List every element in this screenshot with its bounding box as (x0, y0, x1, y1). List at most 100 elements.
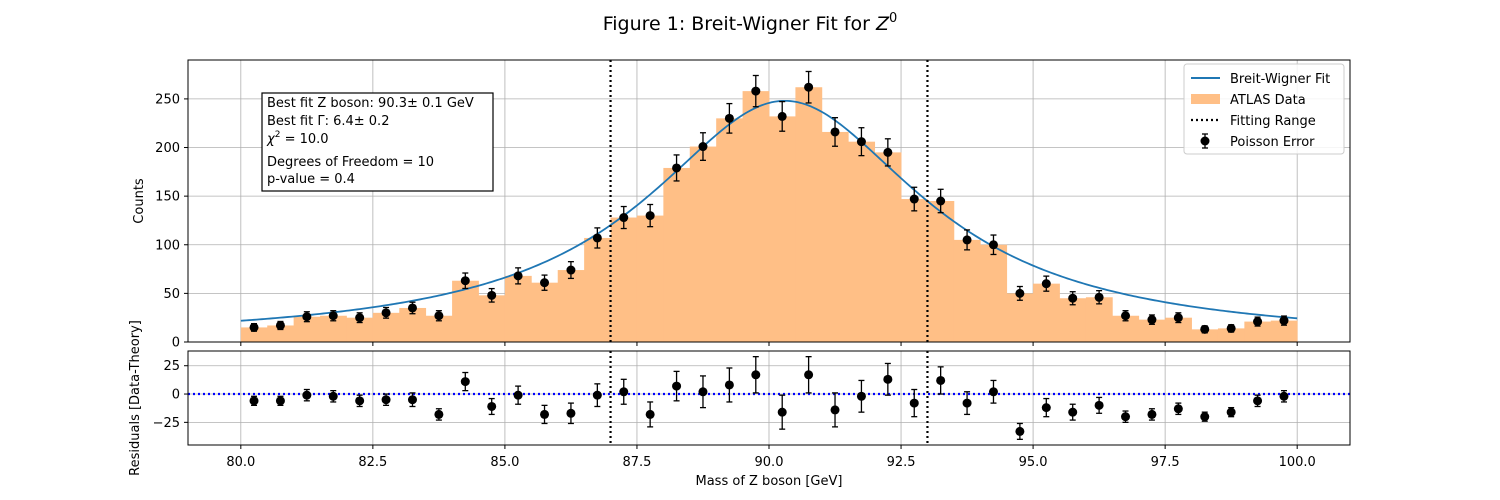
poisson-error-point (830, 117, 840, 147)
histogram-bar (504, 275, 532, 342)
residual-point (856, 379, 866, 413)
data-point (988, 240, 998, 250)
residual-point (724, 367, 734, 403)
histogram-bar (1244, 321, 1272, 342)
poisson-error-point (1121, 310, 1131, 322)
residual-dot (883, 374, 893, 384)
main-y-axis-label: Counts (132, 178, 147, 224)
residual-dot (1253, 396, 1263, 406)
histogram-bar (240, 327, 268, 342)
residual-dot (645, 409, 655, 419)
residual-point (1015, 422, 1025, 440)
legend-range-label: Fitting Range (1230, 114, 1316, 129)
residual-point (1094, 396, 1104, 414)
legend-error-swatch-dot (1200, 136, 1210, 146)
residual-point (962, 391, 972, 416)
data-point (381, 308, 391, 318)
data-point (883, 147, 893, 157)
residual-point (645, 401, 655, 428)
data-point (672, 163, 682, 173)
residual-dot (249, 396, 259, 406)
poisson-error-points (249, 70, 1289, 334)
residual-dot (275, 396, 285, 406)
histogram-bar (848, 141, 876, 342)
annotation-frame (261, 92, 494, 192)
data-point (1226, 323, 1236, 333)
legend-frame (1183, 63, 1345, 155)
residual-dot (1173, 404, 1183, 414)
x-tick-label: 85.0 (490, 455, 519, 470)
residual-points (249, 356, 1289, 440)
histogram-bar (1270, 320, 1298, 342)
residual-point (1147, 408, 1157, 421)
poisson-error-point (724, 102, 734, 134)
residual-point (460, 371, 470, 392)
residual-point (988, 379, 998, 404)
histogram-bar (927, 201, 955, 342)
poisson-error-point (856, 127, 866, 157)
residual-point (566, 402, 576, 425)
residual-point (909, 388, 919, 418)
poisson-error-point (1094, 290, 1104, 305)
residual-point (830, 392, 840, 428)
residual-dot (962, 398, 972, 408)
main-y-tick-label: 150 (155, 190, 180, 205)
poisson-error-point (988, 234, 998, 256)
main-y-tick-label: 200 (155, 141, 180, 156)
poisson-error-point (249, 322, 259, 332)
poisson-error-point (460, 272, 470, 290)
data-point (1173, 313, 1183, 323)
annotation-line-dof: Degrees of Freedom = 10 (267, 155, 434, 170)
residual-point (698, 375, 708, 409)
poisson-error-point (777, 100, 787, 132)
x-axis-label: Mass of Z boson [GeV] (696, 474, 843, 489)
data-point (936, 196, 946, 206)
residual-point (249, 395, 259, 407)
residual-point (672, 370, 682, 402)
residual-dot (1068, 407, 1078, 417)
data-point (407, 303, 417, 313)
residual-dot (619, 387, 629, 397)
poisson-error-point (275, 320, 285, 331)
data-point (302, 312, 312, 322)
histogram-bar (584, 237, 611, 342)
residual-dot (1200, 412, 1210, 422)
residual-point (1121, 410, 1131, 423)
residual-point (936, 366, 946, 395)
histogram-bar (901, 199, 928, 342)
residual-dot (540, 409, 550, 419)
residual-dot (936, 375, 946, 385)
histogram-bar (953, 239, 981, 342)
figure-title: Figure 1: Breit-Wigner Fit for Z0 (603, 11, 898, 35)
poisson-error-point (804, 70, 814, 104)
residual-point (1226, 406, 1236, 418)
histogram-bar (636, 215, 664, 342)
poisson-error-point (1200, 324, 1210, 334)
residual-y-tick-label: 0 (172, 388, 180, 403)
data-point (275, 320, 285, 330)
breit-wigner-fit-line (240, 99, 1298, 322)
residual-dot (1279, 391, 1289, 401)
histogram-bar (478, 295, 506, 342)
x-tick-label: 80.0 (226, 455, 255, 470)
histogram-bar (1138, 319, 1166, 342)
residual-point (777, 394, 787, 430)
x-tick-label: 95.0 (1019, 455, 1048, 470)
poisson-error-point (962, 229, 972, 251)
poisson-error-point (1068, 291, 1078, 306)
residual-point (513, 385, 523, 405)
data-point (1041, 279, 1051, 289)
poisson-error-point (1015, 285, 1025, 301)
residual-dot (487, 401, 497, 411)
histogram-bar (1085, 297, 1113, 342)
histogram-bar (795, 87, 823, 342)
residual-point (381, 393, 391, 407)
data-point (1094, 292, 1104, 302)
poisson-error-point (1041, 275, 1051, 292)
legend-fit-label: Breit-Wigner Fit (1230, 72, 1330, 87)
residual-dot (407, 395, 417, 405)
main-panel: 0 50 100 150 200 250 Counts Best fit Z boson:… (132, 59, 1351, 351)
x-tick-label: 100.0 (1279, 455, 1316, 470)
legend-data-swatch (1191, 94, 1220, 104)
